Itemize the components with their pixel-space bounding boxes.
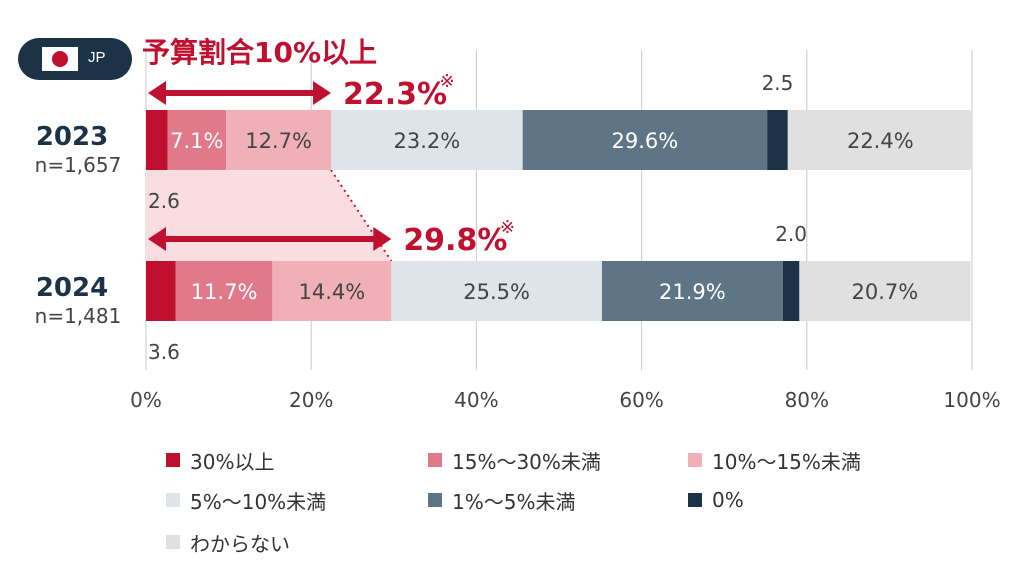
region-badge: JP: [18, 38, 132, 80]
segment-label: 12.7%: [245, 129, 312, 153]
legend-swatch: [166, 493, 180, 507]
segment-label: 23.2%: [393, 129, 460, 153]
bar-segment: [767, 110, 788, 170]
segment-label: 2.0: [775, 222, 807, 246]
legend-label: 15%～30%未満: [452, 449, 601, 474]
category-n-label: n=1,481: [35, 304, 122, 328]
bar-segment: [167, 110, 227, 170]
legend-item: 5%～10%未満: [166, 485, 326, 515]
bar-segment: [226, 110, 332, 170]
x-tick-label: 100%: [943, 388, 1000, 412]
legend-item: 10%～15%未満: [688, 445, 861, 475]
category-year-label: 2024: [36, 273, 108, 303]
x-tick-label: 20%: [289, 388, 333, 412]
legend-swatch: [428, 493, 442, 507]
legend-item: 0%: [688, 485, 744, 515]
segment-label: 21.9%: [659, 280, 726, 304]
segment-label: 29.6%: [612, 129, 679, 153]
connector-line: [330, 169, 393, 262]
legend-label: 10%～15%未満: [712, 449, 861, 474]
japan-flag-icon: [42, 47, 78, 71]
arrow-head-right: [373, 227, 392, 251]
legend-item: 15%～30%未満: [428, 445, 601, 475]
x-tick-label: 40%: [454, 388, 498, 412]
segment-label: 20.7%: [851, 280, 918, 304]
region-code: JP: [88, 49, 106, 66]
legend-label: 1%～5%未満: [452, 489, 576, 514]
category-year-label: 2023: [36, 122, 108, 152]
bar-segment: [601, 261, 783, 321]
arrow-head-right: [313, 81, 332, 105]
legend-label: 5%～10%未満: [190, 489, 327, 514]
bar-segment: [391, 261, 602, 321]
segment-label: 11.7%: [191, 280, 258, 304]
x-tick-label: 80%: [785, 388, 829, 412]
range-total-label: 29.8%: [403, 223, 507, 258]
legend-item: わからない: [166, 527, 290, 557]
segment-label: 25.5%: [463, 280, 530, 304]
note-mark: ※: [440, 71, 455, 92]
bar-segment: [146, 261, 176, 321]
bar-segment: [331, 110, 523, 170]
highlight-band: [146, 170, 392, 261]
legend-swatch: [688, 493, 702, 507]
legend-item: 1%～5%未満: [428, 485, 575, 515]
segment-label: 14.4%: [298, 280, 365, 304]
x-tick-label: 60%: [619, 388, 663, 412]
bar-segment: [146, 110, 168, 170]
legend-item: 30%以上: [166, 445, 274, 475]
segment-label: 2.5: [762, 71, 794, 95]
bar-segment: [799, 261, 971, 321]
legend-label: 30%以上: [190, 449, 275, 474]
bar-segment: [522, 110, 768, 170]
legend-swatch: [688, 453, 702, 467]
category-n-label: n=1,657: [35, 153, 122, 177]
arrow-head-left: [148, 227, 166, 251]
bar-segment: [272, 261, 392, 321]
legend-label: 0%: [712, 488, 744, 512]
legend-swatch: [428, 453, 442, 467]
chart-legend: 30%以上 15%～30%未満 10%～15%未満 5%～10%未満 1%～5%未満 0%…: [166, 445, 966, 565]
note-mark: ※: [500, 217, 515, 238]
bar-segment: [787, 110, 973, 170]
annotation-title: 予算割合10%以上: [142, 36, 377, 69]
segment-label: 7.1%: [170, 129, 223, 153]
bar-segment: [175, 261, 273, 321]
legend-swatch: [166, 453, 180, 467]
segment-label: 2.6: [148, 189, 180, 213]
x-tick-label: 0%: [130, 388, 162, 412]
bar-segment: [782, 261, 800, 321]
segment-label: 22.4%: [847, 129, 914, 153]
range-total-label: 22.3%: [343, 77, 447, 112]
arrow-head-left: [148, 81, 166, 105]
legend-swatch: [166, 535, 180, 549]
legend-label: わからない: [190, 531, 290, 556]
segment-label: 3.6: [148, 340, 180, 364]
